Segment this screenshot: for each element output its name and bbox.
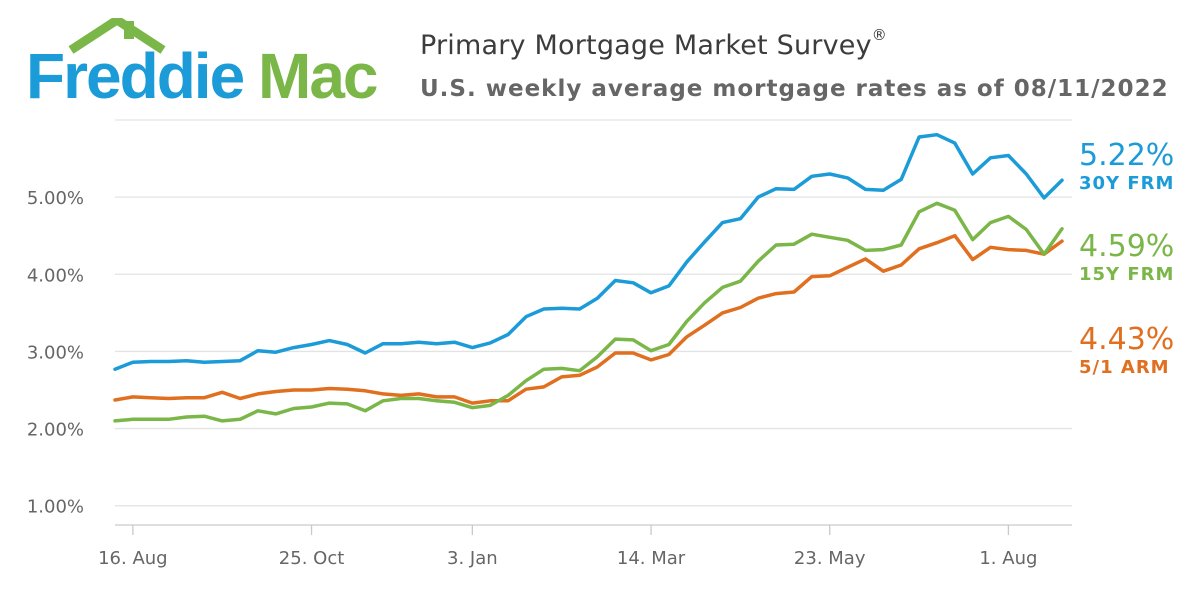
rate-30y-name: 30Y FRM (1079, 173, 1175, 194)
rate-15y-value: 4.59% (1079, 229, 1175, 264)
x-tick-label: 3. Jan (447, 548, 498, 569)
logo-roof-icon (68, 18, 166, 54)
logo-chimney-icon (124, 21, 134, 39)
series-line-15y-frm (113, 201, 1064, 423)
x-tick-label: 16. Aug (98, 548, 168, 569)
y-tick-label: 5.00% (27, 188, 84, 209)
y-tick-label: 3.00% (27, 342, 84, 363)
y-tick-label: 1.00% (27, 497, 84, 518)
registered-mark: ® (871, 26, 887, 44)
x-tick-label: 25. Oct (279, 548, 344, 569)
x-tick-label: 1. Aug (979, 548, 1037, 569)
x-tick-label: 23. May (794, 548, 866, 569)
series-line-5-1-arm (113, 233, 1064, 405)
rate-30y-value: 5.22% (1079, 138, 1175, 173)
rate-15y-name: 15Y FRM (1079, 264, 1175, 285)
chart-title: Primary Mortgage Market Survey® (420, 26, 887, 61)
y-tick-label: 2.00% (27, 420, 84, 441)
freddie-mac-logo: Freddie Mac (26, 18, 379, 108)
chart-title-text: Primary Mortgage Market Survey (420, 30, 872, 61)
series-line-30y-frm (113, 132, 1064, 371)
y-tick-label: 4.00% (27, 265, 84, 286)
logo-text-freddie: Freddie (26, 40, 244, 108)
label-arm: 4.43% 5/1 ARM (1079, 322, 1174, 378)
label-15y: 4.59% 15Y FRM (1079, 229, 1174, 285)
label-30y: 5.22% 30Y FRM (1079, 138, 1174, 194)
logo-text-mac: Mac (258, 40, 377, 108)
x-tick-label: 14. Mar (617, 548, 686, 569)
rate-arm-name: 5/1 ARM (1079, 357, 1170, 378)
rate-arm-value: 4.43% (1079, 322, 1175, 357)
chart-subtitle: U.S. weekly average mortgage rates as of… (420, 76, 1169, 102)
